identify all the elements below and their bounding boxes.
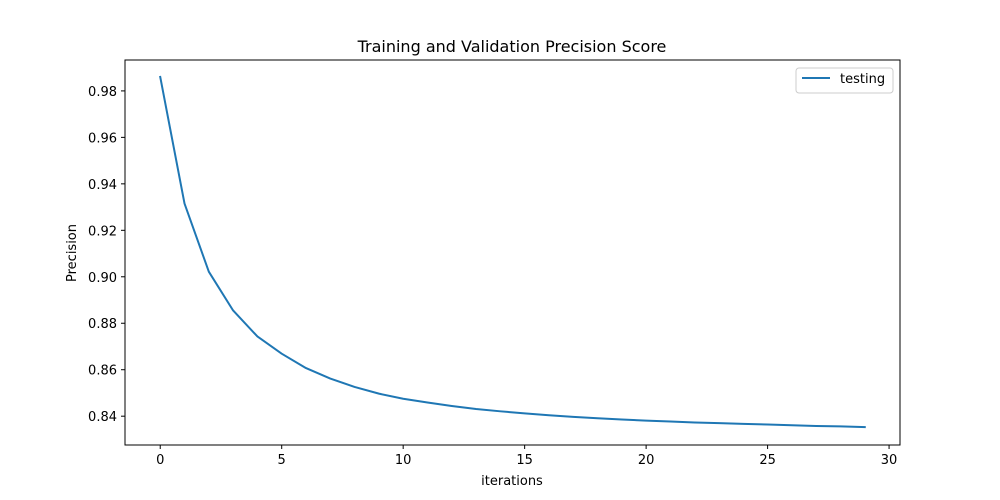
x-tick-label: 15	[516, 453, 533, 468]
y-tick-label: 0.88	[88, 317, 117, 332]
x-tick-label: 30	[881, 453, 898, 468]
y-tick-label: 0.86	[88, 364, 117, 379]
y-tick-label: 0.94	[88, 178, 117, 193]
series-layer	[159, 75, 866, 429]
x-axis-title: iterations	[481, 474, 543, 489]
legend: testing	[795, 67, 894, 94]
x-tick-label: 25	[759, 453, 776, 468]
y-axis-title: Precision	[65, 224, 80, 282]
x-tick-label: 5	[278, 453, 286, 468]
legend-label: testing	[840, 72, 885, 87]
y-tick-label: 0.90	[88, 271, 117, 286]
y-tick-label: 0.98	[88, 85, 117, 100]
x-tick-label: 10	[395, 453, 412, 468]
series-line-testing	[159, 75, 866, 429]
y-tick-label: 0.84	[88, 410, 117, 425]
x-tick-label: 20	[638, 453, 655, 468]
y-tick-label: 0.96	[88, 131, 117, 146]
legend-box	[795, 67, 894, 94]
plot-frame	[124, 59, 901, 446]
x-axis: 0 5 10 15 20 25 30	[156, 445, 897, 468]
y-tick-label: 0.92	[88, 224, 117, 239]
chart-title: Training and Validation Precision Score	[357, 37, 667, 56]
x-tick-label: 0	[156, 453, 164, 468]
y-axis: 0.84 0.86 0.88 0.90 0.92 0.94 0.96 0.98	[88, 85, 125, 425]
